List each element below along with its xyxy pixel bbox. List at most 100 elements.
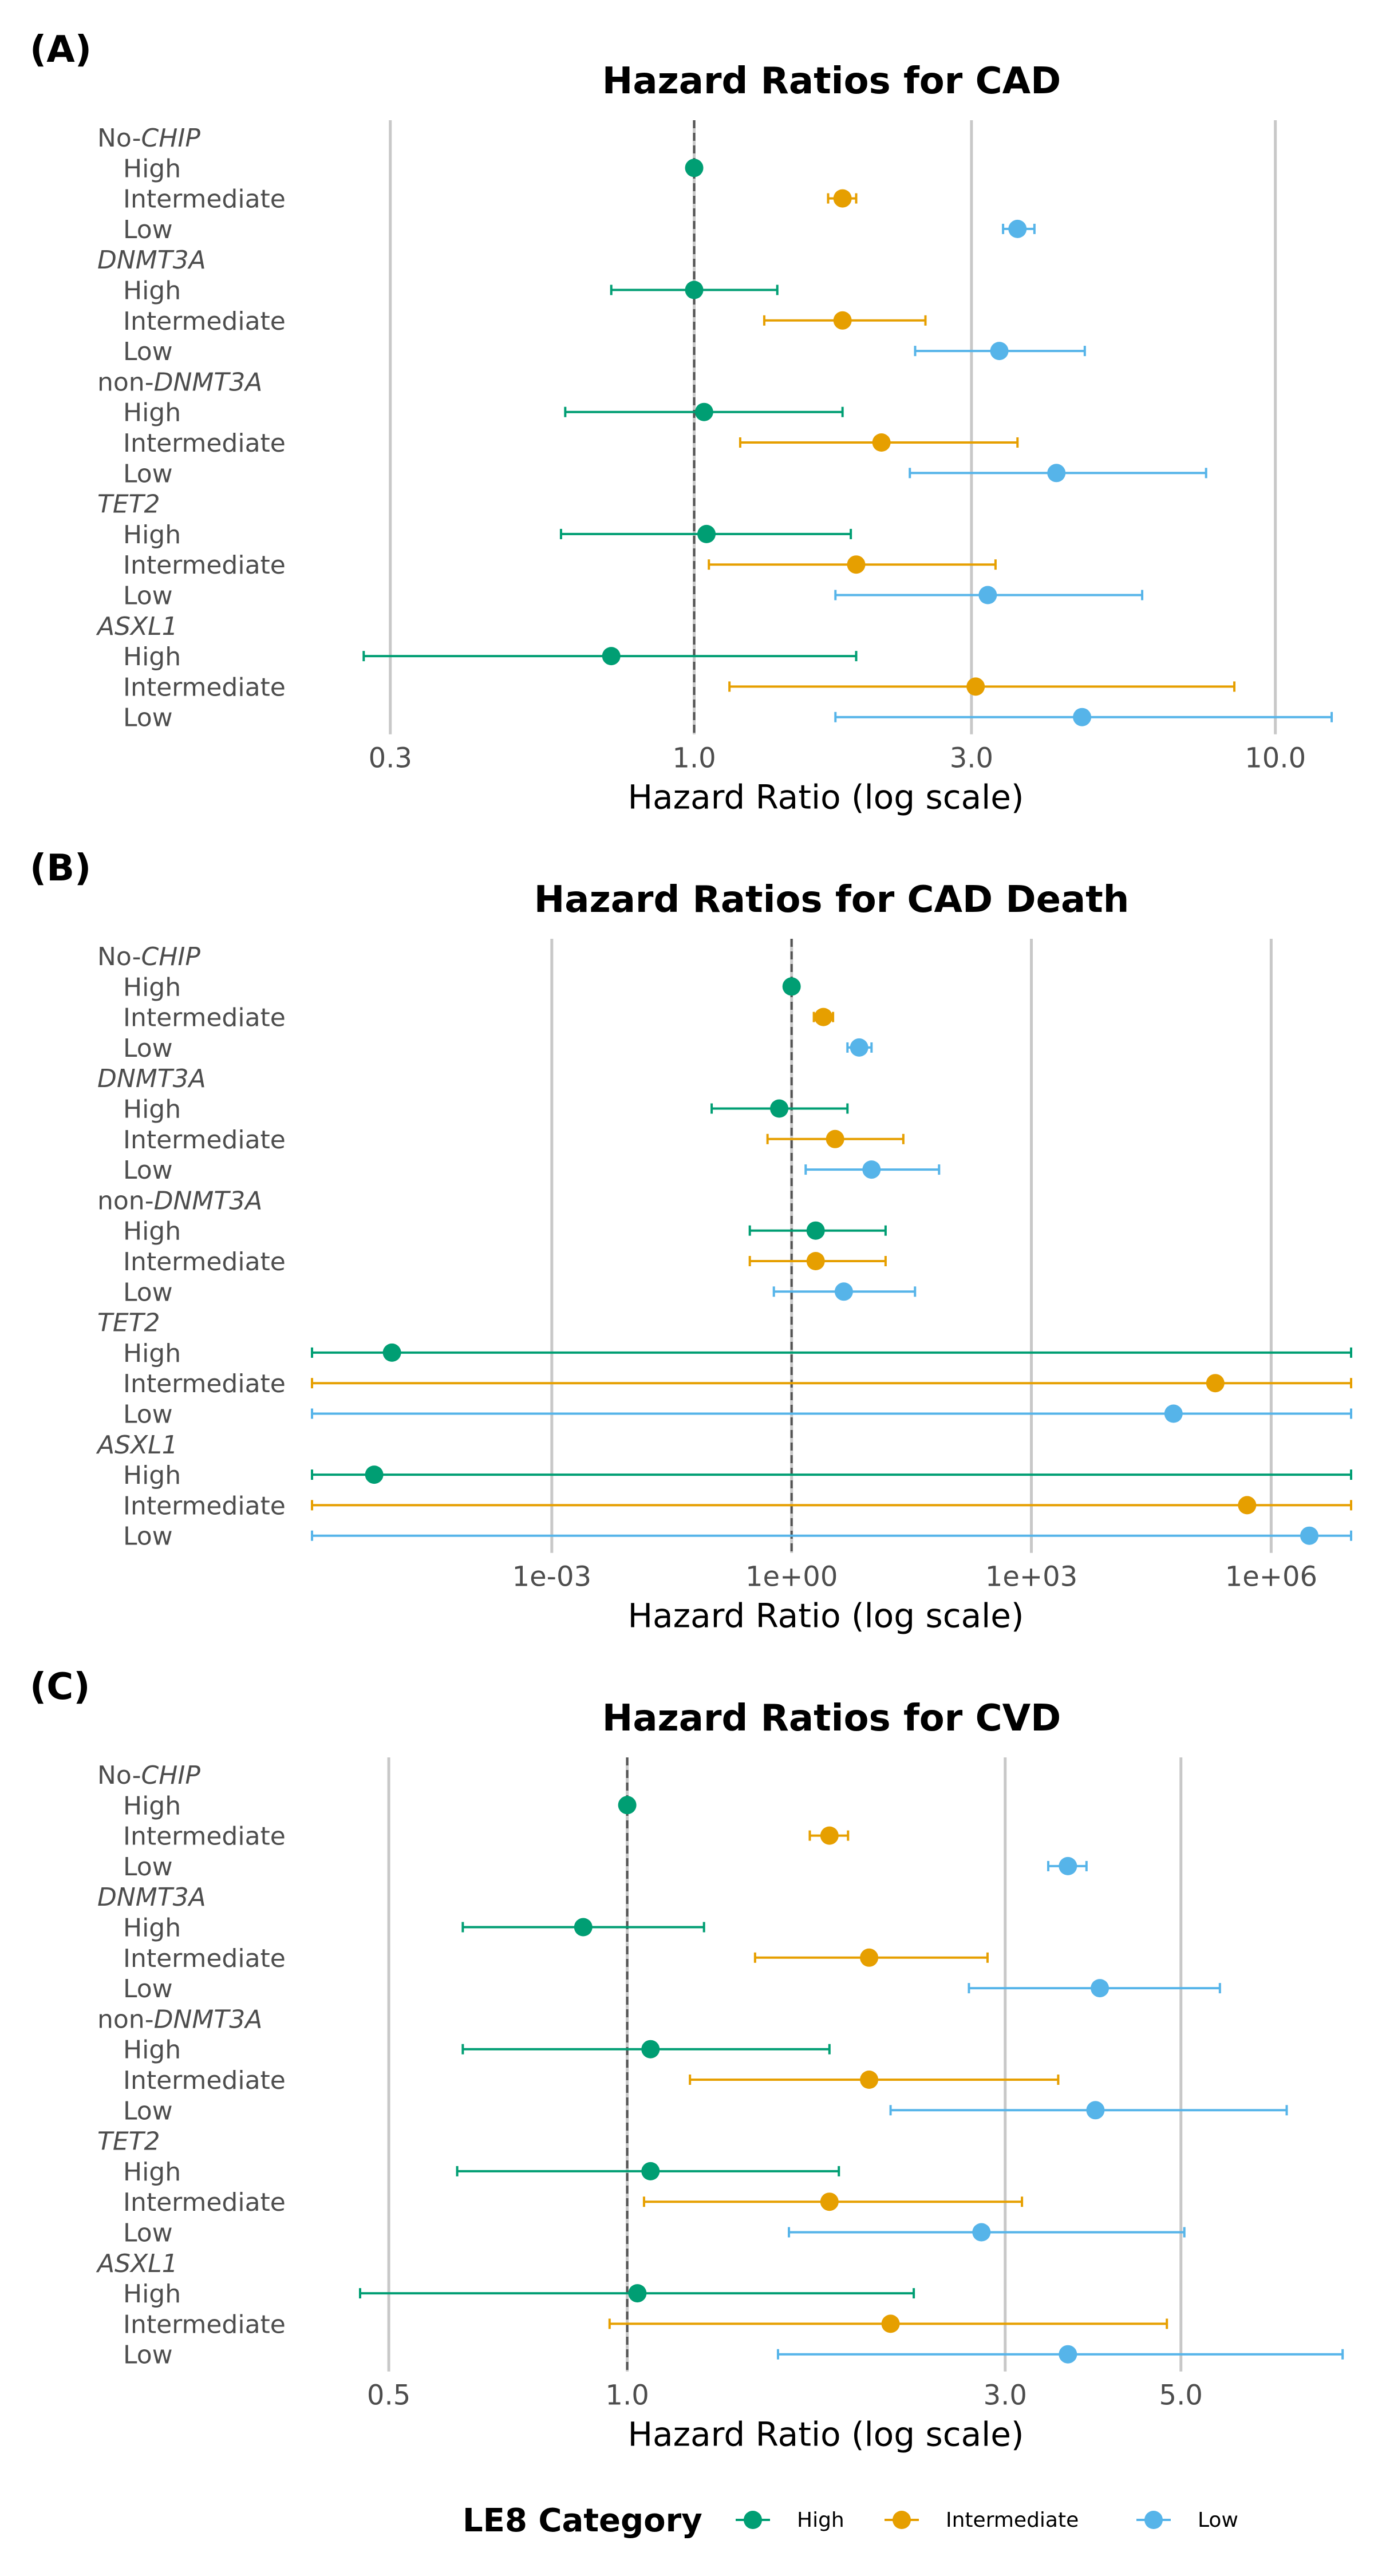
hazard-ratio-point xyxy=(1086,2101,1105,2120)
chart-title: Hazard Ratios for CAD xyxy=(602,60,1061,102)
row-label: Low xyxy=(123,1974,173,2004)
chart-title: Hazard Ratios for CAD Death xyxy=(534,879,1130,921)
hazard-ratio-point xyxy=(834,1282,853,1301)
row-label: Low xyxy=(123,459,173,488)
row-label: High xyxy=(123,520,181,550)
legend-swatch-point xyxy=(744,2511,762,2529)
row-label: Intermediate xyxy=(123,1247,286,1277)
row-label: Low xyxy=(123,1852,173,1882)
row-label: Intermediate xyxy=(123,2066,286,2095)
hazard-ratio-point xyxy=(814,1008,833,1026)
hazard-ratio-point xyxy=(694,402,713,421)
hazard-ratio-point xyxy=(860,2071,879,2089)
hazard-ratio-point xyxy=(1300,1526,1318,1545)
hazard-ratio-point xyxy=(685,159,704,177)
row-label: High xyxy=(123,1095,181,1124)
row-label: High xyxy=(123,1914,181,1943)
legend-label: Low xyxy=(1198,2508,1238,2532)
group-label: ASXL1 xyxy=(96,1431,178,1460)
hazard-ratio-point xyxy=(782,977,801,996)
panel-a: (A) Hazard Ratios for CAD 0.3 1.0 3.0 10.0 Haz… xyxy=(30,29,1333,817)
hazard-ratio-point xyxy=(602,647,621,666)
hazard-ratio-point xyxy=(860,1948,879,1967)
row-label: High xyxy=(123,2279,181,2309)
legend-item-low: Low xyxy=(1136,2508,1238,2532)
row-label: Low xyxy=(123,704,173,733)
group-label: DNMT3A xyxy=(97,246,206,275)
row-label: Low xyxy=(123,1034,173,1063)
row-label: Low xyxy=(123,1278,173,1307)
group-label: ASXL1 xyxy=(96,2249,178,2278)
hazard-ratio-point xyxy=(820,2192,839,2211)
legend-title: LE8 Category xyxy=(463,2502,702,2539)
hazard-ratio-point xyxy=(641,2040,660,2059)
row-label: Low xyxy=(123,1400,173,1429)
row-label: Intermediate xyxy=(123,1369,286,1398)
hazard-ratio-point xyxy=(820,1826,839,1845)
row-label: Low xyxy=(123,1522,173,1551)
legend-items: High Intermediate Low xyxy=(736,2508,1238,2532)
row-label: High xyxy=(123,398,181,428)
row-label: Intermediate xyxy=(123,1125,286,1155)
hazard-ratio-point xyxy=(618,1796,637,1815)
row-label: Intermediate xyxy=(123,429,286,458)
row-label: High xyxy=(123,642,181,671)
x-tick-label: 3.0 xyxy=(984,2380,1027,2412)
hazard-ratio-point xyxy=(833,189,852,208)
x-tick-label: 1e+00 xyxy=(745,1561,838,1593)
hazard-ratio-point xyxy=(685,280,704,299)
hazard-ratio-point xyxy=(972,2223,991,2242)
group-label: No-CHIP xyxy=(97,942,200,971)
hazard-ratio-point xyxy=(1238,1496,1257,1515)
row-label: Intermediate xyxy=(123,673,286,702)
row-label: Intermediate xyxy=(123,1003,286,1033)
row-label: Low xyxy=(123,337,173,366)
legend-item-intermediate: Intermediate xyxy=(885,2508,1079,2532)
hazard-ratio-point xyxy=(806,1221,825,1240)
group-label: No-CHIP xyxy=(97,1761,200,1790)
x-tick-label: 5.0 xyxy=(1159,2380,1203,2412)
hazard-ratio-point xyxy=(641,2162,660,2180)
hazard-ratio-point xyxy=(1059,1856,1077,1875)
hazard-ratio-point xyxy=(847,555,866,574)
group-label: DNMT3A xyxy=(97,1883,206,1912)
row-label: Low xyxy=(123,2096,173,2125)
row-label: Intermediate xyxy=(123,307,286,336)
panel-tag: (B) xyxy=(30,847,91,890)
row-label: Intermediate xyxy=(123,2310,286,2339)
hazard-ratio-point xyxy=(697,524,716,543)
row-label: Intermediate xyxy=(123,1491,286,1520)
row-label: Intermediate xyxy=(123,551,286,580)
hazard-ratio-point xyxy=(1008,219,1027,238)
hazard-ratio-point xyxy=(770,1099,789,1118)
x-axis-label: Hazard Ratio (log scale) xyxy=(627,778,1024,817)
row-label: Low xyxy=(123,582,173,611)
hazard-ratio-point xyxy=(872,433,891,452)
hazard-ratio-point xyxy=(862,1160,881,1179)
row-label: High xyxy=(123,1461,181,1490)
hazard-ratio-point xyxy=(881,2314,900,2333)
x-tick-label: 1e+03 xyxy=(985,1561,1077,1593)
row-label: High xyxy=(123,276,181,306)
hazard-ratio-point xyxy=(1164,1404,1183,1423)
row-label: High xyxy=(123,2158,181,2187)
group-label: non-DNMT3A xyxy=(97,368,262,397)
row-label: Intermediate xyxy=(123,1944,286,1973)
group-label: TET2 xyxy=(97,490,160,519)
row-label: High xyxy=(123,1339,181,1368)
row-label: Low xyxy=(123,2219,173,2248)
x-axis-label: Hazard Ratio (log scale) xyxy=(627,2415,1024,2454)
row-label: Low xyxy=(123,1156,173,1185)
x-axis-label: Hazard Ratio (log scale) xyxy=(627,1597,1024,1635)
group-label: No-CHIP xyxy=(97,124,200,153)
row-label: Intermediate xyxy=(123,1822,286,1851)
hazard-ratio-point xyxy=(1059,2345,1077,2364)
panel-b: (B) Hazard Ratios for CAD Death 1e-03 1e+00… xyxy=(30,847,1352,1635)
group-label: non-DNMT3A xyxy=(97,1186,262,1215)
group-label: ASXL1 xyxy=(96,612,178,641)
hazard-ratio-point xyxy=(826,1129,844,1148)
hazard-ratio-point xyxy=(1206,1374,1225,1393)
legend-label: High xyxy=(797,2508,844,2532)
hazard-ratio-point xyxy=(1047,464,1066,483)
